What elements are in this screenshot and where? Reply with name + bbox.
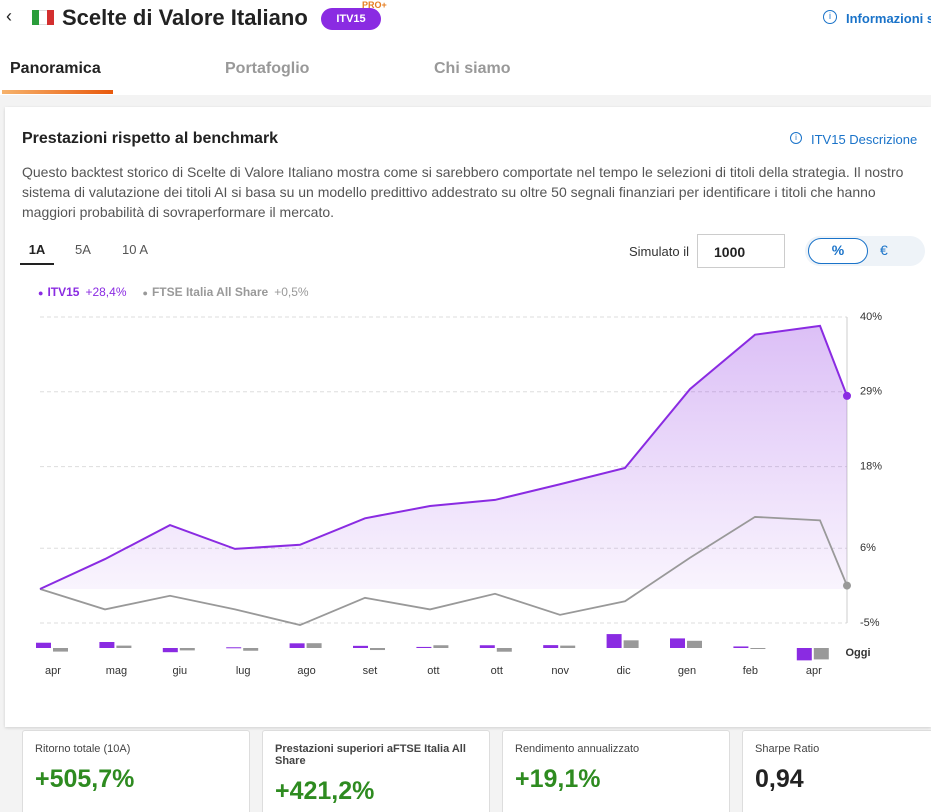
description: Questo backtest storico di Scelte di Val… <box>22 164 904 220</box>
monthly-bar <box>99 642 115 648</box>
x-tick-label: nov <box>551 665 569 677</box>
period-tab[interactable]: 5A <box>75 242 91 257</box>
monthly-bar <box>53 648 68 652</box>
y-tick-label: 40% <box>860 311 882 323</box>
stat-value: +421,2% <box>275 777 375 805</box>
stat-card: Ritorno totale (10A) +505,7% <box>22 730 250 812</box>
stat-value: +19,1% <box>515 765 601 793</box>
tab[interactable]: Chi siamo <box>434 60 511 77</box>
monthly-bar <box>543 645 559 648</box>
monthly-bar <box>813 648 829 660</box>
y-tick-label: -5% <box>860 617 880 629</box>
chart: 40% 29% 18% 6% -5% apr mag giu lug ago set ott ott no… <box>36 311 882 677</box>
monthly-bar <box>289 643 305 648</box>
stat-label: Sharpe Ratio <box>755 743 820 755</box>
card-title: Prestazioni rispetto al benchmark <box>22 130 279 147</box>
legend: ● ITV15 +28,4% ● FTSE Italia All Share +0,5% <box>38 285 309 299</box>
monthly-bar <box>433 645 449 648</box>
legend-change: +28,4% <box>85 285 127 299</box>
x-tick-label: apr <box>806 665 822 677</box>
x-tick-label: gen <box>678 665 696 677</box>
info-icon: i <box>790 132 802 144</box>
monthly-bar <box>750 648 766 649</box>
monthly-bar <box>623 640 639 648</box>
badge: ITV15 <box>321 8 381 30</box>
monthly-bar <box>479 645 495 648</box>
monthly-bar <box>606 634 622 648</box>
x-tick-label: feb <box>743 665 758 677</box>
legend-name: ITV15 <box>47 285 80 299</box>
line <box>39 516 848 626</box>
end-point <box>843 581 851 590</box>
stat-label: Ritorno totale (10A) <box>35 743 131 755</box>
info-icon: i <box>823 10 837 24</box>
unit-option[interactable]: € <box>880 242 888 258</box>
unit-option[interactable]: % <box>808 238 868 264</box>
badge-tag: PRO+ <box>362 0 387 10</box>
page-title: Scelte di Valore Italiano <box>62 5 308 30</box>
x-tick-label: dic <box>617 665 632 677</box>
y-tick-label: 29% <box>860 386 882 398</box>
monthly-bar <box>162 648 178 653</box>
x-tick-label: giu <box>172 665 187 677</box>
x-tick-label: ago <box>297 665 315 677</box>
monthly-bar <box>796 648 812 661</box>
header-bar <box>0 0 931 95</box>
card-link[interactable]: ITV15 Descrizione <box>811 132 918 147</box>
stat-value: +505,7% <box>35 765 135 793</box>
monthly-bar <box>243 648 259 651</box>
monthly-bar <box>353 645 368 648</box>
x-tick-label: set <box>363 665 378 677</box>
x-tick-label: apr <box>45 665 61 677</box>
monthly-bar <box>687 640 702 648</box>
monthly-bar <box>36 642 51 648</box>
stat-label: Prestazioni superiori aFTSE Italia All S… <box>275 743 466 767</box>
x-tick-label: lug <box>236 665 251 677</box>
monthly-bar <box>370 648 385 651</box>
flag <box>32 10 54 25</box>
stat-card: Sharpe Ratio 0,94 <box>742 730 931 812</box>
monthly-bar <box>670 638 685 648</box>
monthly-bar <box>496 648 512 652</box>
line <box>39 324 848 590</box>
period-tab[interactable]: 1A <box>20 242 54 265</box>
info-link[interactable]: Informazioni s <box>846 11 931 26</box>
legend-change: +0,5% <box>274 285 309 299</box>
monthly-bar <box>116 645 132 648</box>
stat-label: Rendimento annualizzato <box>515 743 640 755</box>
back-button[interactable]: ‹ <box>6 6 12 26</box>
stat-value: 0,94 <box>755 765 804 793</box>
monthly-bar <box>179 648 195 651</box>
stat-card: Rendimento annualizzato +19,1% <box>502 730 730 812</box>
x-tick-label: ott <box>491 665 503 677</box>
period-tab[interactable]: 10 A <box>122 242 149 257</box>
legend-dot: ● <box>142 288 148 298</box>
x-tick-label: ott <box>427 665 439 677</box>
end-point <box>843 391 851 400</box>
tab[interactable]: Portafoglio <box>225 60 310 77</box>
y-tick-label: 18% <box>860 461 882 473</box>
monthly-bar <box>226 647 242 649</box>
tab[interactable]: Panoramica <box>10 60 101 77</box>
legend-name: FTSE Italia All Share <box>151 285 269 299</box>
monthly-bar <box>733 646 749 648</box>
x-tick-label: mag <box>106 665 127 677</box>
x-tick-label: Oggi <box>845 647 870 659</box>
stat-card: Prestazioni superiori aFTSE Italia All S… <box>262 730 490 812</box>
amount-input[interactable]: 1000 <box>697 234 785 268</box>
legend-item[interactable]: ● ITV15 +28,4% <box>38 285 127 299</box>
monthly-bar <box>416 646 432 648</box>
monthly-bar <box>560 645 576 648</box>
legend-dot: ● <box>38 288 44 298</box>
legend-item[interactable]: ● FTSE Italia All Share +0,5% <box>143 285 309 299</box>
monthly-bar <box>306 643 322 648</box>
simulated-label: Simulato il <box>629 244 689 259</box>
y-tick-label: 6% <box>860 542 876 554</box>
tab-indicator <box>2 90 113 94</box>
area <box>40 325 847 589</box>
